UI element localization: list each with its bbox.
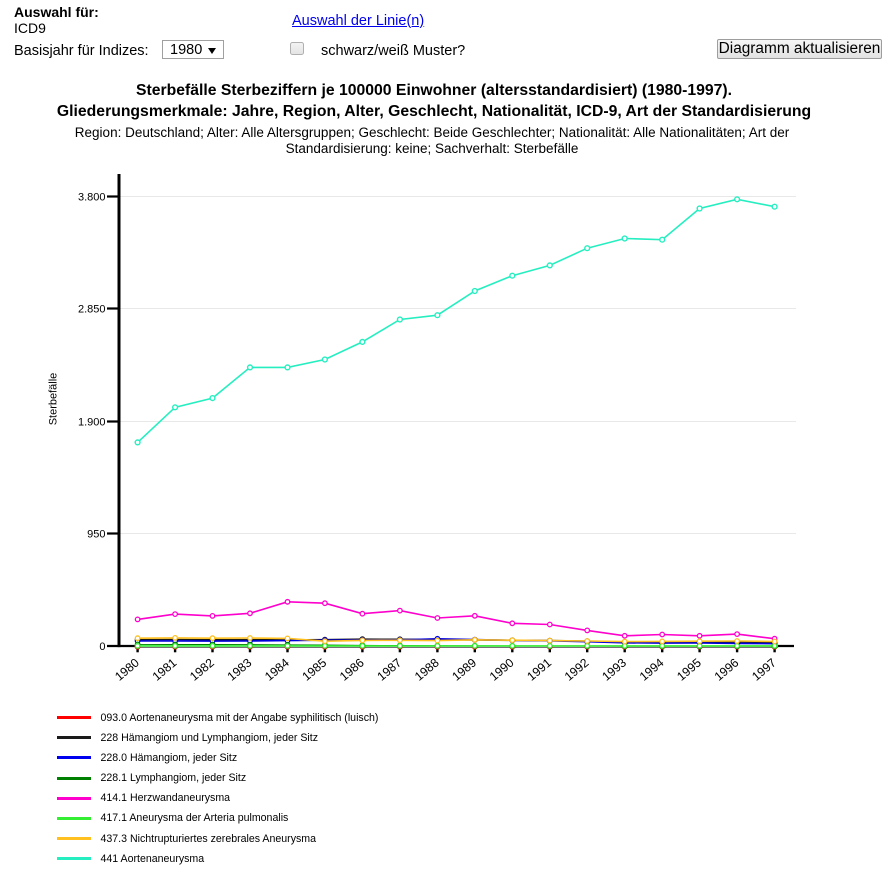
svg-text:1.900: 1.900: [78, 416, 106, 428]
svg-text:1995: 1995: [674, 655, 704, 683]
svg-text:0: 0: [99, 641, 105, 653]
svg-text:2.850: 2.850: [78, 303, 106, 315]
svg-text:1996: 1996: [712, 655, 742, 683]
svg-text:1980: 1980: [112, 655, 142, 683]
svg-text:1984: 1984: [262, 655, 292, 683]
svg-text:1986: 1986: [337, 655, 367, 683]
svg-text:3.800: 3.800: [78, 191, 106, 203]
svg-text:1997: 1997: [749, 655, 779, 683]
svg-text:1993: 1993: [599, 655, 629, 683]
svg-text:1985: 1985: [299, 655, 329, 683]
svg-text:1991: 1991: [524, 655, 554, 683]
svg-text:1987: 1987: [374, 655, 404, 683]
svg-text:1983: 1983: [225, 655, 255, 683]
svg-text:1988: 1988: [412, 655, 442, 683]
svg-text:Sterbefälle: Sterbefälle: [48, 373, 60, 426]
svg-text:1981: 1981: [150, 655, 180, 683]
svg-text:1989: 1989: [449, 655, 479, 683]
svg-text:950: 950: [87, 528, 105, 540]
svg-text:1990: 1990: [487, 655, 517, 683]
svg-text:1994: 1994: [637, 655, 667, 683]
svg-text:1992: 1992: [562, 655, 592, 683]
svg-text:1982: 1982: [187, 655, 217, 683]
